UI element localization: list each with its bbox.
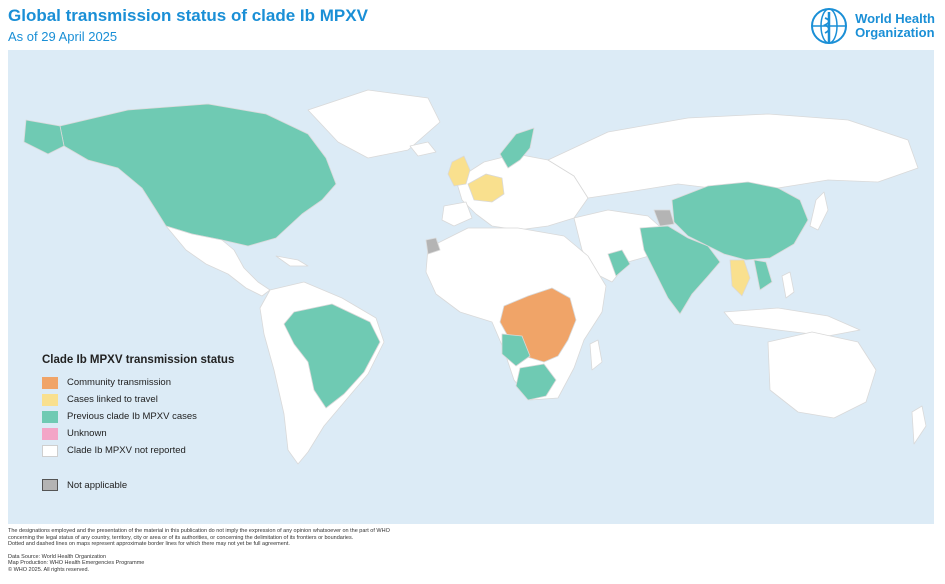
greenland xyxy=(307,89,441,159)
southern-africa xyxy=(515,363,557,401)
legend-label-not-applicable: Not applicable xyxy=(67,479,128,491)
legend-label-previous: Previous clade Ib MPXV cases xyxy=(67,411,197,422)
footer: The designations employed and the presen… xyxy=(8,528,928,574)
uk-ireland xyxy=(447,155,471,187)
legend-swatch-not-applicable xyxy=(42,479,58,491)
legend-item-previous: Previous clade Ib MPXV cases xyxy=(42,408,234,425)
oman xyxy=(607,249,631,277)
legend-swatch-previous xyxy=(42,410,58,423)
alaska xyxy=(23,119,65,155)
legend-item-not-reported: Clade Ib MPXV not reported xyxy=(42,442,234,459)
legend-swatch-community xyxy=(42,376,58,389)
indonesia xyxy=(723,307,861,337)
legend-label-community: Community transmission xyxy=(67,377,171,388)
north-america xyxy=(59,103,337,247)
legend-swatch-unknown xyxy=(42,427,58,440)
vietnam xyxy=(753,259,773,291)
page-title: Global transmission status of clade Ib M… xyxy=(8,6,368,25)
pakistan xyxy=(653,209,675,227)
footer-copyright: © WHO 2025. All rights reserved. xyxy=(8,566,90,573)
page-subtitle: As of 29 April 2025 xyxy=(8,29,118,44)
western-sahara xyxy=(425,237,441,255)
legend-label-not-reported: Clade Ib MPXV not reported xyxy=(67,445,186,456)
iberia xyxy=(441,201,473,227)
angola-zone xyxy=(501,333,531,367)
australia xyxy=(767,331,877,419)
russia xyxy=(547,113,919,199)
legend-item-not-applicable: Not applicable xyxy=(42,479,234,491)
legend: Clade Ib MPXV transmission status Commun… xyxy=(42,354,234,491)
iceland xyxy=(409,141,437,157)
madagascar xyxy=(589,339,603,371)
legend-item-unknown: Unknown xyxy=(42,425,234,442)
scandinavia xyxy=(499,127,535,169)
who-emblem-icon xyxy=(811,8,848,44)
legend-label-travel: Cases linked to travel xyxy=(67,394,158,405)
legend-swatch-not-reported xyxy=(42,444,58,457)
footer-disclaimer-2: concerning the legal status of any count… xyxy=(8,534,354,541)
new-zealand xyxy=(911,405,927,445)
world-map xyxy=(8,50,934,524)
footer-source: Data Source: World Health Organization xyxy=(8,553,107,560)
south-asia xyxy=(639,225,721,315)
brazil xyxy=(283,303,381,409)
legend-item-travel: Cases linked to travel xyxy=(42,391,234,408)
legend-swatch-travel xyxy=(42,393,58,406)
china xyxy=(671,181,809,261)
japan xyxy=(809,191,829,231)
philippines xyxy=(781,271,795,299)
thailand xyxy=(729,259,751,297)
who-logo: World Health Organization xyxy=(809,6,935,46)
logo-line1: World Health xyxy=(855,11,935,26)
logo-line2: Organization xyxy=(855,25,935,40)
footer-disclaimer-3: Dotted and dashed lines on maps represen… xyxy=(8,541,290,548)
caribbean xyxy=(275,255,309,267)
legend-title: Clade Ib MPXV transmission status xyxy=(42,354,235,366)
legend-item-community: Community transmission xyxy=(42,374,234,391)
legend-label-unknown: Unknown xyxy=(67,428,107,439)
footer-disclaimer-1: The designations employed and the presen… xyxy=(8,528,390,534)
western-europe-travel xyxy=(467,173,505,203)
footer-production: Map Production: WHO Health Emergencies P… xyxy=(8,560,145,567)
